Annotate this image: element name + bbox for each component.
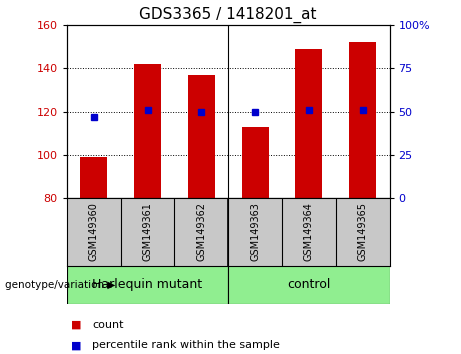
Bar bbox=[80, 157, 107, 198]
Text: GSM149361: GSM149361 bbox=[142, 202, 153, 261]
Title: GDS3365 / 1418201_at: GDS3365 / 1418201_at bbox=[139, 7, 317, 23]
FancyBboxPatch shape bbox=[67, 266, 228, 304]
Text: count: count bbox=[92, 320, 124, 330]
Text: genotype/variation ▶: genotype/variation ▶ bbox=[5, 280, 115, 290]
Text: ■: ■ bbox=[71, 340, 82, 350]
Text: GSM149365: GSM149365 bbox=[358, 202, 368, 261]
Text: GSM149360: GSM149360 bbox=[89, 202, 99, 261]
Text: Harlequin mutant: Harlequin mutant bbox=[93, 279, 202, 291]
FancyBboxPatch shape bbox=[228, 266, 390, 304]
Text: GSM149363: GSM149363 bbox=[250, 202, 260, 261]
Bar bbox=[188, 75, 215, 198]
Text: GSM149364: GSM149364 bbox=[304, 202, 314, 261]
Text: ■: ■ bbox=[71, 320, 82, 330]
Bar bbox=[134, 64, 161, 198]
Bar bbox=[296, 48, 322, 198]
Text: GSM149362: GSM149362 bbox=[196, 202, 207, 261]
Bar bbox=[242, 127, 268, 198]
Text: control: control bbox=[287, 279, 331, 291]
Text: percentile rank within the sample: percentile rank within the sample bbox=[92, 340, 280, 350]
Bar bbox=[349, 42, 376, 198]
